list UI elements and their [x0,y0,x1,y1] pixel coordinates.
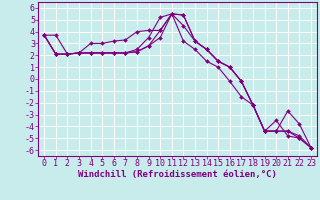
X-axis label: Windchill (Refroidissement éolien,°C): Windchill (Refroidissement éolien,°C) [78,170,277,179]
